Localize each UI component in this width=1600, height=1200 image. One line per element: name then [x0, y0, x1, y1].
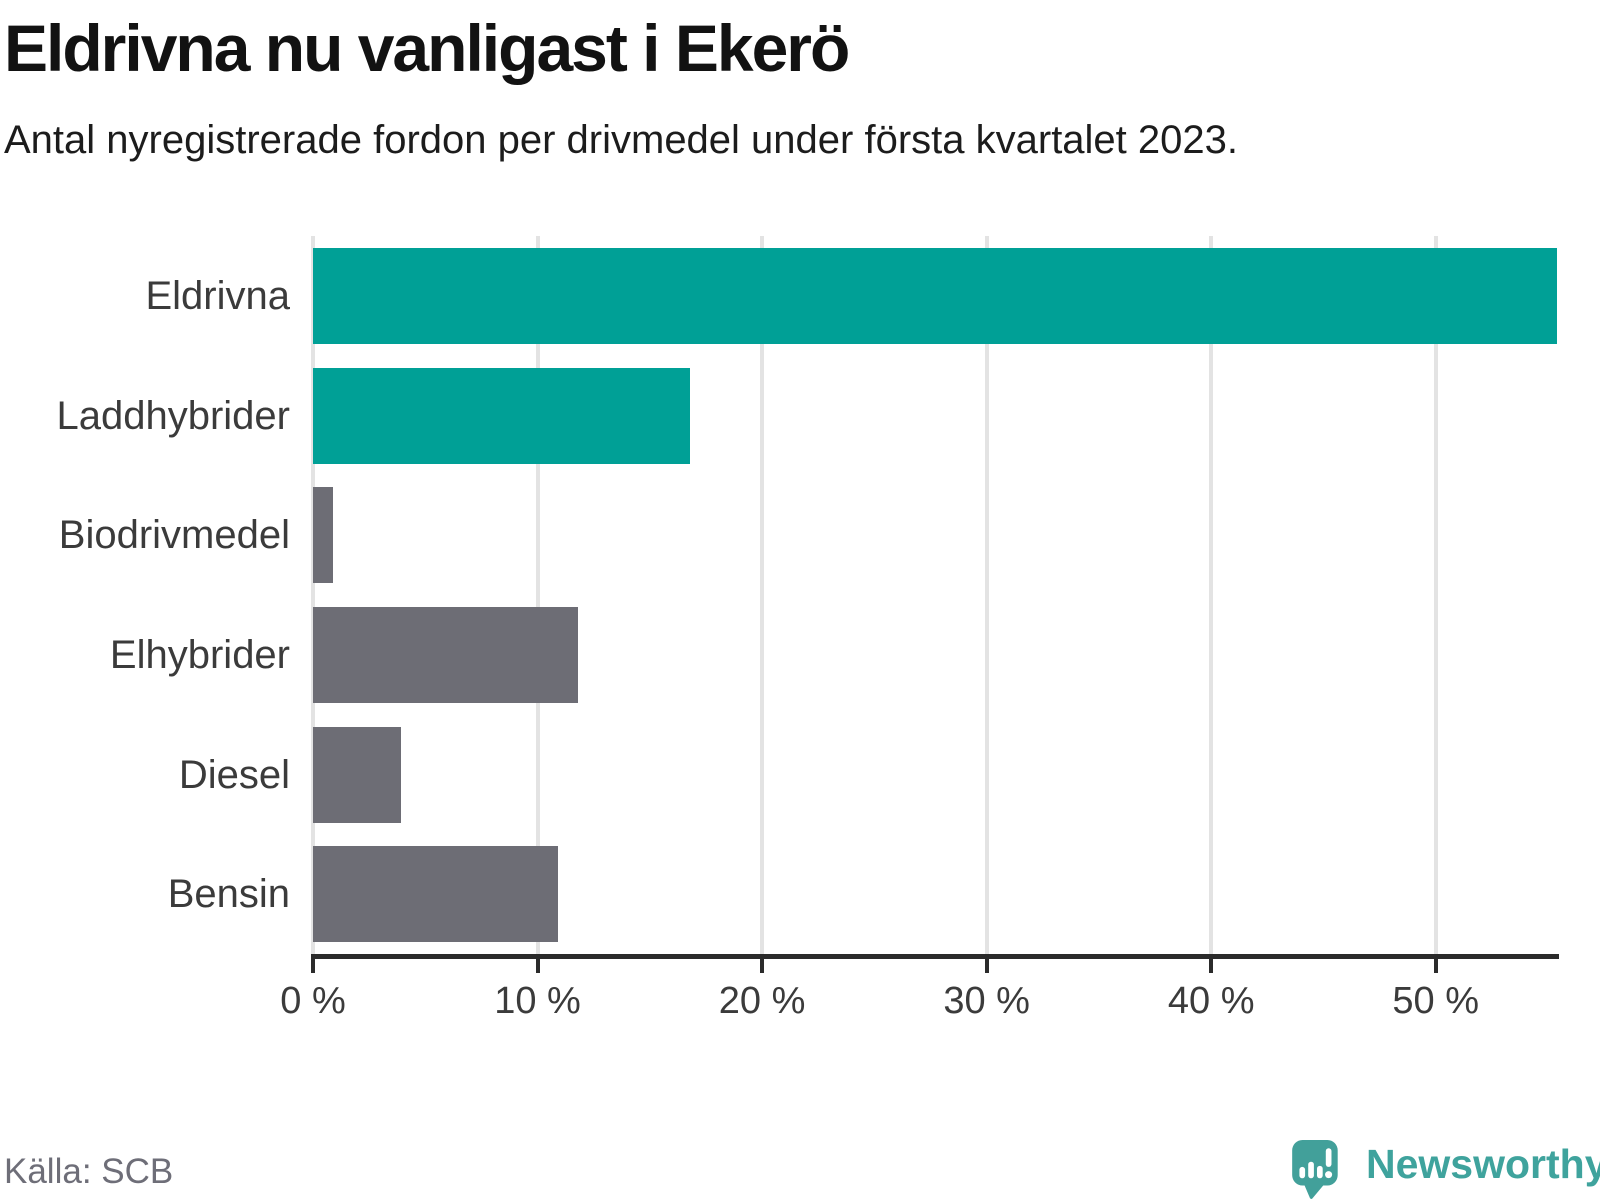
newsworthy-logo: Newsworthy	[1288, 1138, 1600, 1200]
source-attribution: Källa: SCB	[4, 1152, 174, 1191]
x-axis-tick-label: 10 %	[494, 980, 581, 1022]
x-axis-tick	[535, 954, 540, 973]
bar-diesel	[313, 726, 401, 823]
category-label: Diesel	[178, 752, 290, 797]
chart-title: Eldrivna nu vanligast i Ekerö	[4, 11, 850, 85]
bar-biodrivmedel	[313, 487, 334, 584]
bar-elhybrider	[313, 606, 578, 703]
x-axis-tick	[1433, 954, 1438, 973]
x-axis-tick-label: 50 %	[1392, 980, 1480, 1022]
x-axis-tick-label: 20 %	[718, 980, 806, 1022]
x-axis-tick	[984, 954, 989, 973]
category-label: Elhybrider	[109, 632, 290, 677]
category-label: Biodrivmedel	[58, 513, 290, 558]
category-label: Bensin	[167, 872, 290, 917]
x-axis-tick	[1209, 954, 1214, 973]
x-axis-tick-label: 30 %	[943, 980, 1030, 1022]
newsworthy-logo-text: Newsworthy	[1366, 1141, 1600, 1187]
category-label: Laddhybrider	[56, 393, 291, 438]
gridline	[311, 236, 315, 954]
bar-eldrivna	[313, 247, 1557, 344]
newsworthy-logo-icon	[1292, 1140, 1338, 1199]
gridline	[760, 236, 765, 954]
x-axis-tick-label: 40 %	[1167, 980, 1255, 1022]
gridline	[535, 236, 540, 954]
x-axis-tick	[311, 954, 315, 973]
x-axis-line	[311, 954, 1559, 959]
gridline	[1209, 236, 1214, 954]
chart-subtitle: Antal nyregistrerade fordon per drivmede…	[4, 118, 1239, 162]
x-axis-tick-label: 0 %	[280, 980, 346, 1022]
gridline	[1433, 236, 1438, 954]
gridline	[984, 236, 989, 954]
bar-laddhybrider	[313, 367, 691, 464]
x-axis-tick	[760, 954, 765, 973]
category-label: Eldrivna	[145, 273, 290, 318]
bar-bensin	[313, 846, 558, 943]
